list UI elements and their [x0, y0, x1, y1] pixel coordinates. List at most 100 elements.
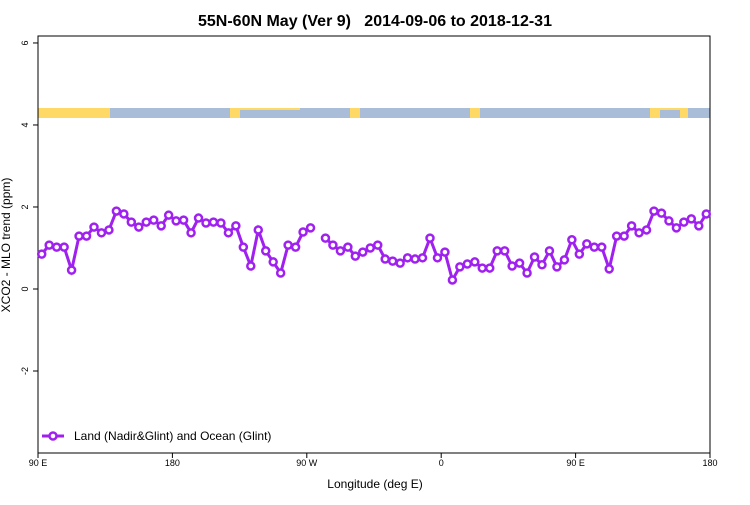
data-point	[656, 208, 667, 218]
data-point	[417, 253, 428, 263]
data-point	[671, 223, 682, 233]
data-point	[686, 214, 697, 224]
data-point	[350, 251, 361, 261]
data-point	[619, 231, 629, 241]
data-point	[328, 240, 338, 250]
data-point	[522, 268, 532, 278]
data-point	[223, 228, 234, 238]
data-point	[462, 259, 473, 269]
data-point	[141, 217, 152, 227]
data-point	[694, 221, 704, 231]
data-point	[89, 222, 99, 232]
data-point	[74, 231, 84, 241]
data-point	[514, 258, 525, 268]
data-point	[529, 252, 540, 262]
x-tick-label: 90 E	[29, 458, 48, 468]
data-point	[216, 218, 226, 228]
data-point	[387, 256, 398, 266]
y-tick-label: 2	[20, 204, 30, 209]
data-point	[201, 218, 211, 228]
data-point	[275, 268, 286, 278]
x-tick-label: 180	[165, 458, 180, 468]
data-point	[425, 233, 435, 243]
data-point	[552, 262, 562, 272]
data-point	[186, 228, 196, 238]
data-point	[148, 215, 159, 225]
legend-marker	[48, 431, 58, 441]
data-point	[246, 261, 256, 271]
data-point	[447, 275, 458, 285]
y-tick-label: 6	[20, 40, 30, 45]
x-tick-label: 90 W	[296, 458, 318, 468]
data-point	[701, 209, 712, 219]
data-point	[119, 209, 129, 219]
data-point	[470, 257, 480, 267]
data-point	[126, 217, 137, 227]
data-point	[634, 228, 644, 238]
data-point	[358, 247, 368, 257]
x-tick-label: 90 E	[566, 458, 585, 468]
data-point	[343, 242, 353, 252]
data-point	[178, 215, 189, 225]
data-point	[611, 231, 622, 241]
data-point	[432, 253, 443, 263]
data-point	[163, 210, 174, 220]
data-point	[544, 246, 555, 256]
data-point	[51, 242, 62, 252]
data-point	[679, 217, 689, 227]
data-point	[589, 242, 600, 252]
data-point	[96, 228, 107, 238]
y-tick-label: 4	[20, 122, 30, 127]
data-point	[492, 246, 502, 256]
data-point	[335, 246, 346, 256]
data-point	[582, 239, 592, 249]
data-point	[440, 247, 450, 257]
data-point	[231, 221, 241, 231]
data-point	[81, 231, 92, 241]
map-strip	[38, 108, 710, 118]
plot-frame	[37, 35, 711, 454]
data-point	[260, 246, 271, 256]
data-point	[499, 246, 510, 256]
data-point	[193, 213, 204, 223]
x-axis-label: Longitude (deg E)	[327, 477, 422, 491]
data-point	[253, 225, 264, 235]
x-tick-label: 0	[439, 458, 444, 468]
data-point	[402, 253, 413, 263]
data-point	[567, 235, 577, 245]
data-point	[574, 249, 585, 259]
data-point	[208, 217, 219, 227]
x-tick-label: 180	[702, 458, 717, 468]
data-point	[380, 254, 390, 264]
data-point	[365, 243, 376, 253]
chart-title: 55N-60N May (Ver 9) 2014-09-06 to 2018-1…	[198, 13, 552, 30]
y-tick-label: 0	[20, 286, 30, 291]
data-point	[238, 242, 249, 252]
data-point	[596, 242, 607, 252]
data-point	[455, 262, 465, 272]
data-point	[507, 261, 517, 271]
y-axis-label: XCO2 - MLO trend (ppm)	[0, 178, 13, 313]
data-point	[664, 216, 674, 226]
data-point	[156, 221, 166, 231]
data-point	[134, 222, 144, 232]
data-point	[298, 227, 308, 237]
data-point	[59, 242, 69, 252]
data-point	[626, 221, 637, 231]
data-point	[268, 257, 278, 267]
data-point	[372, 240, 383, 250]
y-tick-label: -2	[20, 367, 30, 375]
data-point	[111, 206, 122, 216]
data-point	[290, 242, 301, 252]
data-point	[410, 254, 420, 264]
data-point	[477, 263, 488, 273]
data-point	[283, 240, 293, 250]
data-point	[44, 240, 54, 250]
legend-label: Land (Nadir&Glint) and Ocean (Glint)	[74, 429, 271, 443]
data-point	[649, 206, 659, 216]
data-point	[66, 265, 77, 275]
data-point	[559, 255, 570, 265]
data-point	[484, 263, 495, 273]
data-point	[604, 264, 614, 274]
